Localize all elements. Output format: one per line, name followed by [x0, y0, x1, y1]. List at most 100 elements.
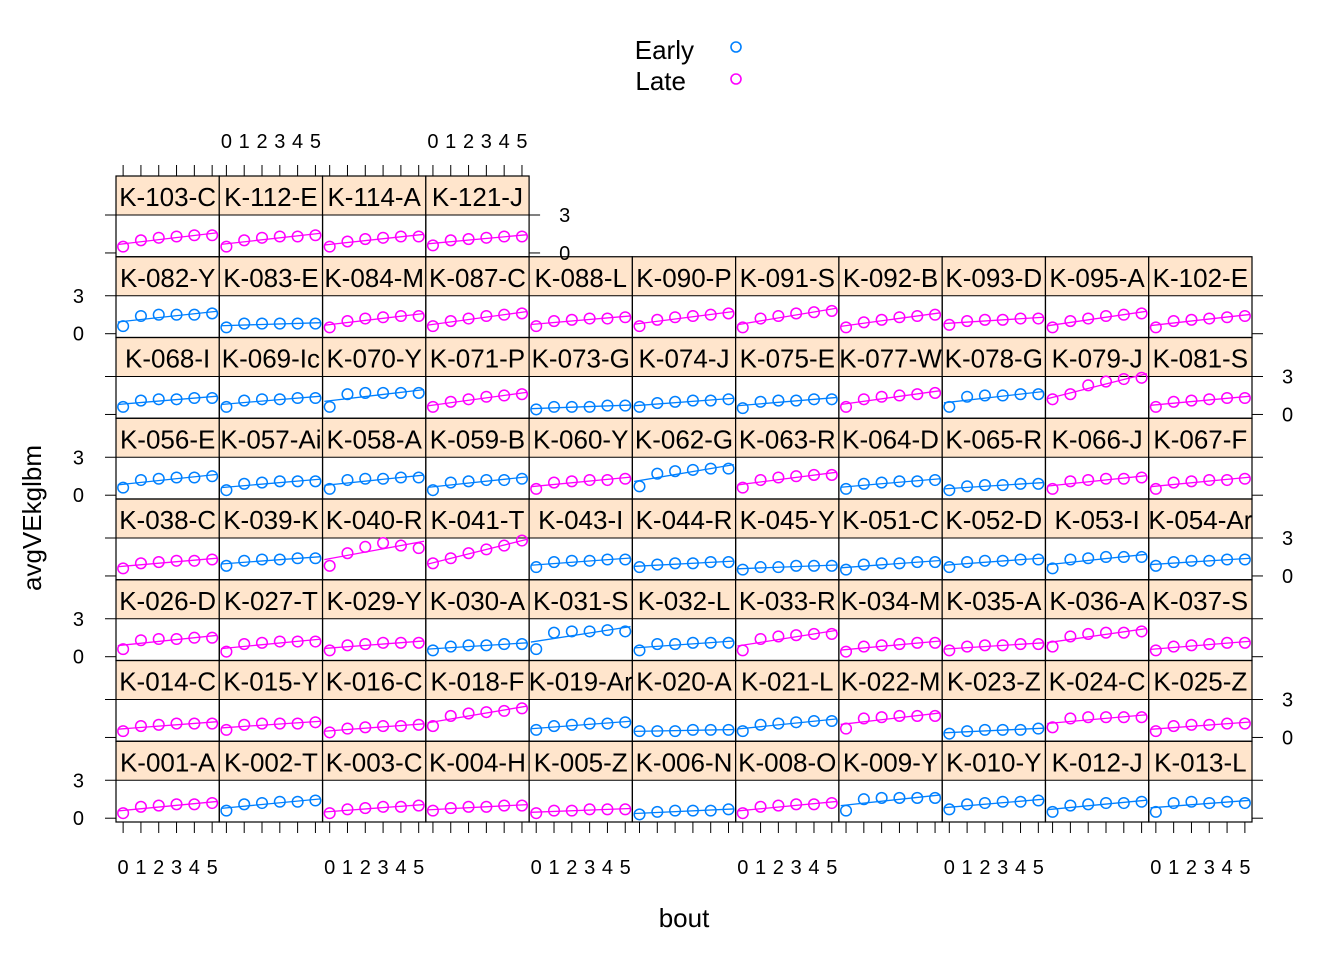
data-point — [839, 563, 853, 576]
data-point — [206, 553, 219, 566]
panel-strip-label: K-060-Y — [533, 424, 628, 454]
data-point — [929, 636, 942, 649]
x-tick-label: 0 — [737, 857, 748, 879]
data-point — [444, 640, 457, 653]
x-tick-label: 3 — [584, 857, 595, 879]
panel: K-033-R — [735, 579, 840, 662]
panel-strip-label: K-006-N — [636, 747, 733, 777]
panel-strip-label: K-057-Ai — [220, 424, 321, 454]
y-tick-label-right: 3 — [1282, 367, 1293, 389]
data-point — [188, 554, 201, 567]
data-point — [1032, 794, 1045, 807]
panel-strip — [529, 337, 633, 377]
panel: K-058-A — [321, 417, 427, 500]
fit-line — [324, 803, 425, 813]
panel-strip — [116, 256, 220, 296]
data-point — [772, 561, 785, 574]
data-point — [1014, 795, 1027, 808]
data-point — [893, 475, 906, 488]
panel: K-024-C — [1044, 659, 1150, 742]
data-point — [377, 800, 390, 813]
x-tick-label-top: 1 — [239, 131, 250, 153]
panel-strip-label: K-025-Z — [1153, 667, 1247, 697]
panel-strip-label: K-033-R — [739, 586, 836, 616]
data-point — [273, 317, 286, 330]
data-point — [1135, 711, 1148, 724]
data-point — [412, 471, 425, 484]
data-point — [943, 644, 956, 657]
data-point — [170, 554, 183, 567]
panel: K-083-E — [218, 256, 324, 339]
data-point — [1135, 795, 1148, 808]
data-point — [565, 804, 578, 817]
data-point — [323, 807, 336, 820]
panel: K-091-S — [735, 256, 840, 339]
data-point — [170, 632, 183, 646]
panel-strip — [219, 660, 323, 700]
fit-line — [634, 728, 734, 733]
panel-strip — [425, 337, 530, 377]
panel: K-063-R — [735, 417, 840, 500]
data-point — [633, 561, 646, 574]
fit-line — [530, 720, 631, 730]
panel-strip-label: K-063-R — [739, 424, 836, 454]
data-point — [341, 803, 354, 816]
data-point — [736, 402, 749, 415]
fit-line — [840, 312, 941, 328]
data-point — [1167, 555, 1180, 569]
data-point — [341, 473, 354, 487]
data-point — [515, 799, 529, 812]
data-point — [669, 804, 682, 817]
panel-strip — [942, 579, 1046, 619]
x-tick-label-top: 5 — [516, 131, 527, 153]
x-tick-label: 1 — [755, 857, 766, 879]
data-point — [1099, 550, 1113, 564]
data-point — [790, 559, 803, 572]
y-axis-title: avgVEkglbm — [17, 445, 47, 591]
fit-line — [427, 391, 528, 407]
panel-strip-label: K-009-Y — [843, 747, 938, 777]
data-point — [839, 804, 853, 817]
panel-strip — [1148, 256, 1252, 296]
fit-line — [530, 557, 631, 566]
data-point — [480, 706, 493, 719]
fit-line — [1047, 627, 1148, 644]
data-point — [170, 230, 183, 243]
data-point — [722, 462, 735, 475]
data-point — [1167, 476, 1180, 489]
panel-strip — [838, 579, 943, 619]
data-point — [462, 707, 475, 720]
data-point — [220, 559, 233, 572]
panel: K-073-G — [528, 336, 633, 419]
panel-strip-label: K-003-C — [326, 747, 423, 777]
fit-line — [840, 478, 941, 488]
fit-line — [634, 464, 734, 483]
panel-strip-label: K-014-C — [119, 667, 216, 697]
fit-line — [943, 481, 1044, 490]
x-axis-title: bout — [659, 903, 710, 933]
panel: K-008-O — [735, 740, 840, 823]
x-tick-label: 2 — [773, 857, 784, 879]
panel-strip-label: K-002-T — [224, 747, 318, 777]
data-point — [1185, 313, 1198, 326]
data-point — [341, 315, 354, 328]
data-point — [134, 473, 147, 487]
data-point — [943, 318, 956, 331]
data-point — [754, 395, 767, 408]
panel: K-081-S — [1148, 336, 1253, 419]
data-point — [978, 554, 991, 567]
data-point — [309, 229, 322, 242]
data-point — [530, 723, 543, 736]
data-point — [117, 643, 130, 656]
data-point — [547, 626, 561, 639]
fit-line — [324, 474, 425, 487]
panel: K-020-A — [631, 659, 737, 742]
data-point — [170, 393, 183, 406]
data-point — [875, 639, 888, 652]
panel-strip — [735, 741, 839, 781]
data-point — [978, 796, 991, 810]
data-point — [1135, 625, 1148, 638]
data-point — [515, 638, 529, 651]
fit-line — [220, 232, 321, 246]
fit-line — [117, 721, 218, 730]
